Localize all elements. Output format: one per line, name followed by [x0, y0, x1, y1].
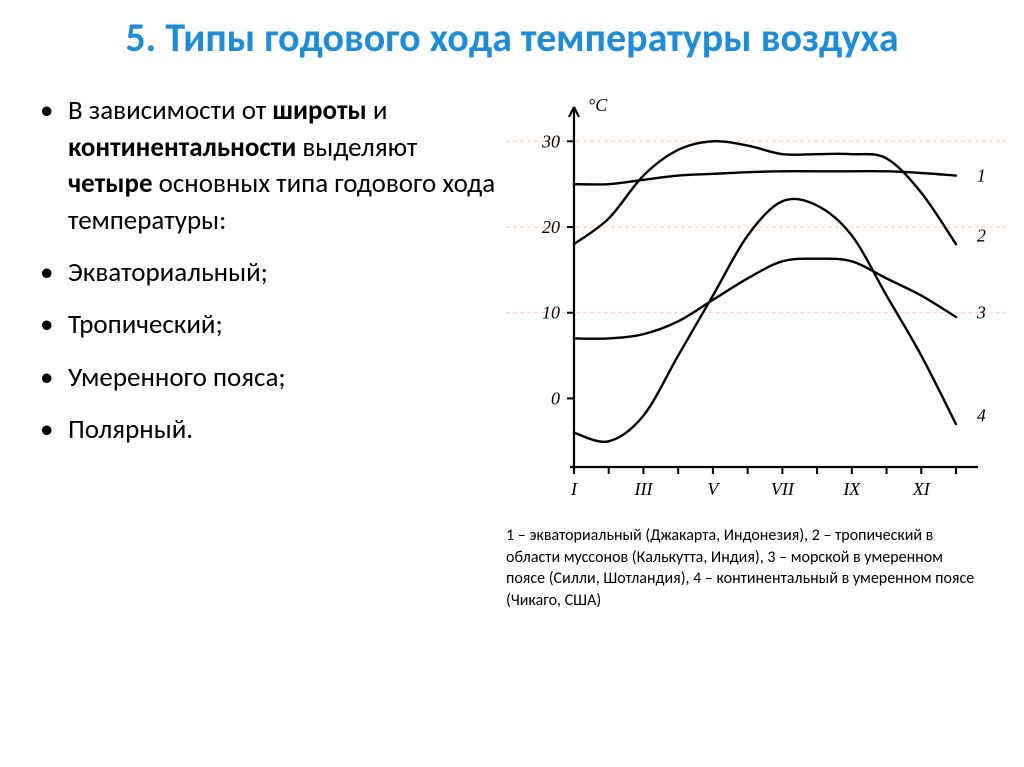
intro-mid: и	[367, 94, 388, 127]
svg-text:2: 2	[977, 226, 986, 246]
intro-prefix: В зависимости от	[68, 94, 272, 127]
content-area: В зависимости от широты и континентально…	[0, 69, 1024, 611]
svg-text:VII: VII	[771, 479, 795, 499]
item-temperate: Умеренного пояса;	[30, 360, 500, 396]
intro-b3: четыре	[68, 167, 153, 200]
svg-text:10: 10	[542, 303, 560, 323]
svg-text:0: 0	[551, 389, 560, 409]
svg-text:°C: °C	[588, 95, 608, 115]
svg-text:3: 3	[976, 303, 986, 323]
svg-text:30: 30	[541, 131, 560, 151]
intro-b2: континентальности	[68, 131, 296, 164]
svg-text:I: I	[570, 479, 578, 499]
svg-text:20: 20	[542, 217, 560, 237]
item-equatorial: Экваториальный;	[30, 255, 500, 291]
svg-text:1: 1	[977, 166, 986, 186]
annual-temp-chart: 0102030°CIIIIVVIIIXXI 1234	[506, 85, 1006, 515]
svg-text:IX: IX	[842, 479, 861, 499]
chart-caption: 1 – экваториальный (Джакарта, Индонезия)…	[506, 515, 1006, 611]
item-tropical: Тропический;	[30, 307, 500, 343]
item-polar: Полярный.	[30, 412, 500, 448]
svg-text:III: III	[633, 479, 653, 499]
chart-column: 0102030°CIIIIVVIIIXXI 1234 1 – экваториа…	[500, 85, 1006, 611]
bullet-list: В зависимости от широты и континентально…	[30, 85, 500, 611]
intro-b1: широты	[272, 94, 366, 127]
svg-text:XI: XI	[912, 479, 931, 499]
page-title: 5. Типы годового хода температуры воздух…	[0, 0, 1024, 69]
intro-mid2: выделяют	[296, 131, 417, 164]
svg-text:4: 4	[977, 406, 986, 426]
intro-bullet: В зависимости от широты и континентально…	[30, 93, 500, 239]
svg-text:V: V	[707, 479, 720, 499]
